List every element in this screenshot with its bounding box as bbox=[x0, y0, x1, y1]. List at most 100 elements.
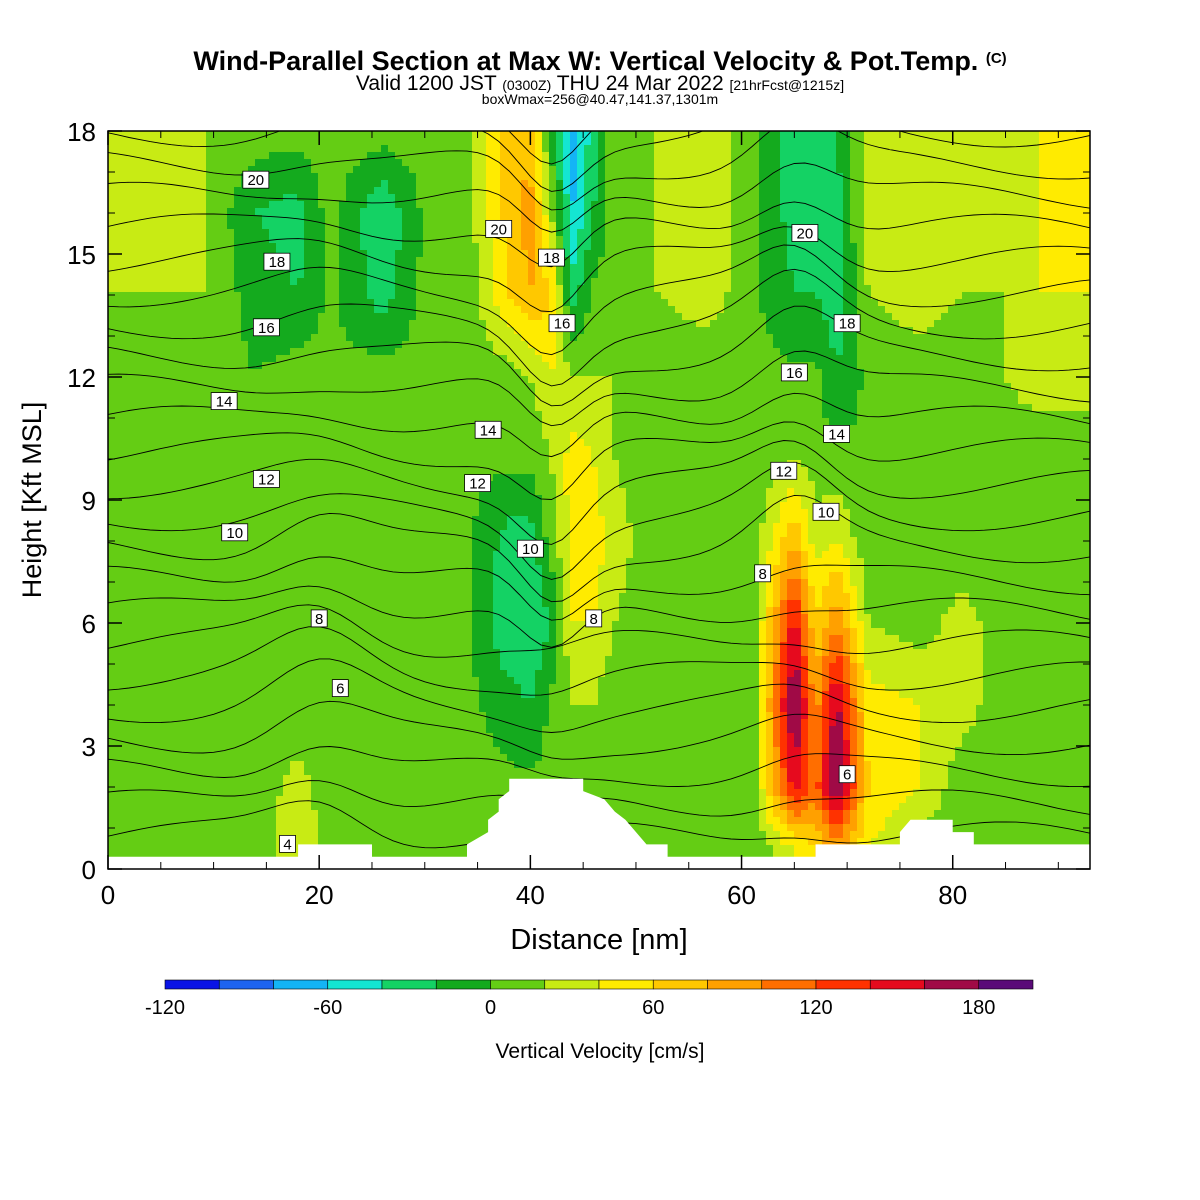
velocity-cell bbox=[388, 691, 396, 699]
velocity-cell bbox=[318, 222, 326, 230]
velocity-cell bbox=[304, 803, 312, 811]
velocity-cell bbox=[206, 726, 214, 734]
velocity-cell bbox=[115, 229, 123, 237]
velocity-cell bbox=[325, 663, 333, 671]
velocity-cell bbox=[213, 852, 221, 860]
velocity-cell bbox=[339, 299, 347, 307]
velocity-cell bbox=[213, 621, 221, 629]
velocity-cell bbox=[381, 670, 389, 678]
velocity-cell bbox=[332, 201, 340, 209]
velocity-cell bbox=[353, 810, 361, 818]
velocity-cell bbox=[234, 250, 242, 258]
velocity-cell bbox=[234, 635, 242, 643]
velocity-cell bbox=[332, 754, 340, 762]
velocity-cell bbox=[346, 159, 354, 167]
velocity-cell bbox=[409, 670, 417, 678]
velocity-cell bbox=[192, 278, 200, 286]
velocity-cell bbox=[234, 572, 242, 580]
velocity-cell bbox=[157, 635, 165, 643]
velocity-cell bbox=[339, 145, 347, 153]
velocity-cell bbox=[164, 299, 172, 307]
velocity-cell bbox=[416, 264, 424, 272]
velocity-cell bbox=[367, 579, 375, 587]
velocity-cell bbox=[164, 474, 172, 482]
velocity-cell bbox=[171, 152, 179, 160]
velocity-cell bbox=[346, 362, 354, 370]
velocity-cell bbox=[304, 208, 312, 216]
velocity-cell bbox=[143, 726, 151, 734]
velocity-cell bbox=[325, 754, 333, 762]
velocity-cell bbox=[409, 418, 417, 426]
velocity-cell bbox=[325, 313, 333, 321]
velocity-cell bbox=[157, 348, 165, 356]
velocity-cell bbox=[276, 222, 284, 230]
velocity-cell bbox=[416, 586, 424, 594]
velocity-cell bbox=[409, 271, 417, 279]
velocity-cell bbox=[129, 404, 137, 412]
velocity-cell bbox=[227, 635, 235, 643]
velocity-cell bbox=[388, 677, 396, 685]
velocity-cell bbox=[122, 516, 130, 524]
velocity-cell bbox=[199, 614, 207, 622]
velocity-cell bbox=[290, 572, 298, 580]
velocity-cell bbox=[171, 803, 179, 811]
velocity-cell bbox=[409, 733, 417, 741]
velocity-cell bbox=[395, 173, 403, 181]
velocity-cell bbox=[136, 390, 144, 398]
velocity-cell bbox=[367, 194, 375, 202]
velocity-cell bbox=[423, 579, 431, 587]
velocity-cell bbox=[227, 544, 235, 552]
velocity-cell bbox=[115, 586, 123, 594]
velocity-cell bbox=[150, 432, 158, 440]
velocity-cell bbox=[227, 180, 235, 188]
velocity-cell bbox=[269, 362, 277, 370]
velocity-cell bbox=[402, 194, 410, 202]
velocity-cell bbox=[297, 565, 305, 573]
velocity-cell bbox=[374, 180, 382, 188]
velocity-cell bbox=[108, 593, 116, 601]
velocity-cell bbox=[339, 740, 347, 748]
velocity-cell bbox=[185, 803, 193, 811]
velocity-cell bbox=[199, 740, 207, 748]
velocity-cell bbox=[241, 845, 249, 853]
velocity-cell bbox=[332, 607, 340, 615]
velocity-cell bbox=[423, 467, 431, 475]
velocity-cell bbox=[388, 544, 396, 552]
velocity-cell bbox=[199, 495, 207, 503]
velocity-cell bbox=[374, 467, 382, 475]
velocity-cell bbox=[339, 628, 347, 636]
velocity-cell bbox=[255, 621, 263, 629]
velocity-cell bbox=[402, 509, 410, 517]
velocity-cell bbox=[311, 292, 319, 300]
velocity-cell bbox=[353, 453, 361, 461]
velocity-cell bbox=[409, 187, 417, 195]
velocity-cell bbox=[122, 677, 130, 685]
velocity-cell bbox=[374, 649, 382, 657]
velocity-cell bbox=[157, 313, 165, 321]
velocity-cell bbox=[430, 369, 438, 377]
velocity-cell bbox=[367, 173, 375, 181]
velocity-cell bbox=[143, 131, 151, 139]
velocity-cell bbox=[255, 663, 263, 671]
velocity-cell bbox=[283, 180, 291, 188]
velocity-cell bbox=[325, 586, 333, 594]
velocity-cell bbox=[262, 509, 270, 517]
velocity-cell bbox=[367, 131, 375, 139]
velocity-cell bbox=[332, 404, 340, 412]
velocity-cell bbox=[290, 824, 298, 832]
velocity-cell bbox=[276, 789, 284, 797]
velocity-cell bbox=[332, 530, 340, 538]
velocity-cell bbox=[388, 488, 396, 496]
velocity-cell bbox=[346, 306, 354, 314]
velocity-cell bbox=[409, 747, 417, 755]
velocity-cell bbox=[199, 194, 207, 202]
velocity-cell bbox=[388, 670, 396, 678]
velocity-cell bbox=[241, 705, 249, 713]
velocity-cell bbox=[185, 558, 193, 566]
velocity-cell bbox=[276, 726, 284, 734]
velocity-cell bbox=[346, 404, 354, 412]
velocity-cell bbox=[423, 222, 431, 230]
velocity-cell bbox=[206, 698, 214, 706]
velocity-cell bbox=[178, 537, 186, 545]
velocity-cell bbox=[353, 306, 361, 314]
